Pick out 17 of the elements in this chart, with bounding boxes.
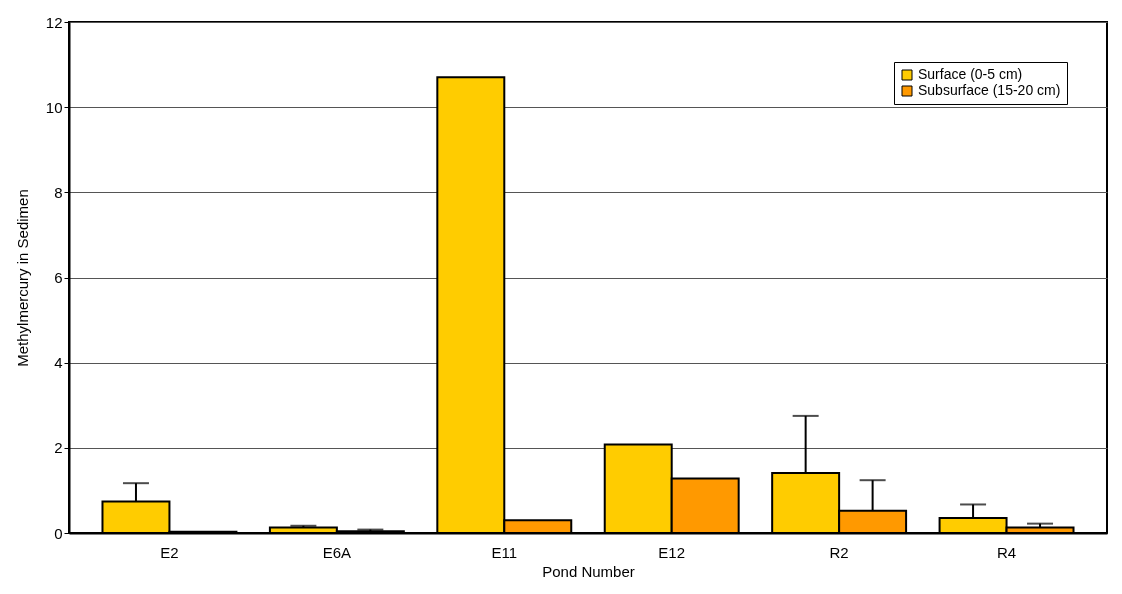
- x-tick-label: R4: [996, 543, 1017, 561]
- x-tick-label: E6A: [322, 543, 352, 561]
- x-axis-title: Pond Number: [542, 562, 635, 580]
- y-tick-label: 6: [54, 269, 63, 286]
- x-tick-label: E11: [491, 543, 518, 561]
- y-tick-label: 2: [54, 439, 63, 457]
- legend-label: Subsurface (15-20 cm): [918, 82, 1061, 98]
- y-axis-title: Methylmercury in Sedimen: [13, 189, 31, 367]
- y-tick-label: 10: [45, 98, 63, 116]
- x-tick-label: R2: [829, 543, 849, 561]
- legend-label: Surface (0-5 cm): [918, 66, 1023, 82]
- x-tick-label: E12: [658, 543, 686, 561]
- y-tick-label: 12: [45, 13, 63, 31]
- y-tick-label: 4: [54, 354, 63, 372]
- x-tick-label: E2: [160, 543, 179, 561]
- y-tick-label: 8: [54, 183, 63, 201]
- y-tick-label: 0: [54, 524, 63, 542]
